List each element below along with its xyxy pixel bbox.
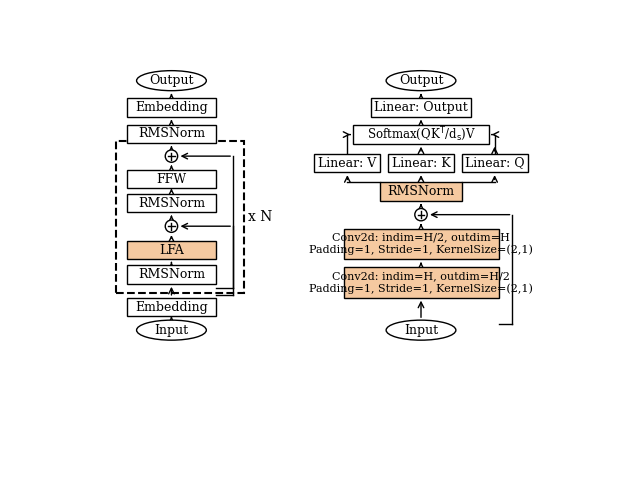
Circle shape bbox=[415, 209, 428, 221]
Text: Output: Output bbox=[149, 74, 194, 87]
FancyBboxPatch shape bbox=[461, 154, 527, 172]
Text: LFA: LFA bbox=[159, 244, 184, 256]
FancyBboxPatch shape bbox=[380, 182, 461, 201]
FancyBboxPatch shape bbox=[127, 241, 216, 259]
Text: x N: x N bbox=[248, 210, 272, 224]
FancyBboxPatch shape bbox=[127, 170, 216, 189]
FancyBboxPatch shape bbox=[344, 267, 499, 298]
Text: RMSNorm: RMSNorm bbox=[138, 268, 205, 281]
Text: Linear: K: Linear: K bbox=[392, 157, 451, 170]
Text: FFW: FFW bbox=[156, 173, 186, 186]
FancyBboxPatch shape bbox=[127, 298, 216, 316]
Circle shape bbox=[165, 150, 178, 162]
Text: RMSNorm: RMSNorm bbox=[138, 127, 205, 140]
Ellipse shape bbox=[136, 71, 206, 91]
Ellipse shape bbox=[386, 71, 456, 91]
Text: Output: Output bbox=[399, 74, 444, 87]
FancyBboxPatch shape bbox=[314, 154, 380, 172]
FancyBboxPatch shape bbox=[127, 125, 216, 143]
FancyBboxPatch shape bbox=[344, 229, 499, 259]
FancyBboxPatch shape bbox=[127, 98, 216, 117]
Text: RMSNorm: RMSNorm bbox=[138, 197, 205, 210]
FancyBboxPatch shape bbox=[371, 98, 472, 117]
Text: Linear: Q: Linear: Q bbox=[465, 157, 524, 170]
Text: Conv2d: indim=H/2, outdim=H
Padding=1, Stride=1, KernelSize=(2,1): Conv2d: indim=H/2, outdim=H Padding=1, S… bbox=[309, 233, 533, 255]
Text: Embedding: Embedding bbox=[135, 300, 208, 313]
Text: Linear: Output: Linear: Output bbox=[374, 101, 468, 114]
Text: RMSNorm: RMSNorm bbox=[387, 185, 454, 198]
Text: Linear: V: Linear: V bbox=[318, 157, 376, 170]
FancyBboxPatch shape bbox=[353, 125, 489, 144]
Ellipse shape bbox=[136, 320, 206, 340]
FancyBboxPatch shape bbox=[127, 265, 216, 284]
Circle shape bbox=[165, 220, 178, 233]
Text: Embedding: Embedding bbox=[135, 101, 208, 114]
Text: Softmax(QK$^{\mathrm{T}}$/d$_{\mathrm{s}}$)V: Softmax(QK$^{\mathrm{T}}$/d$_{\mathrm{s}… bbox=[367, 126, 476, 144]
Text: Input: Input bbox=[404, 324, 438, 337]
Text: Input: Input bbox=[154, 324, 189, 337]
FancyBboxPatch shape bbox=[388, 154, 454, 172]
FancyBboxPatch shape bbox=[127, 194, 216, 213]
Text: Conv2d: indim=H, outdim=H/2
Padding=1, Stride=1, KernelSize=(2,1): Conv2d: indim=H, outdim=H/2 Padding=1, S… bbox=[309, 271, 533, 294]
Ellipse shape bbox=[386, 320, 456, 340]
